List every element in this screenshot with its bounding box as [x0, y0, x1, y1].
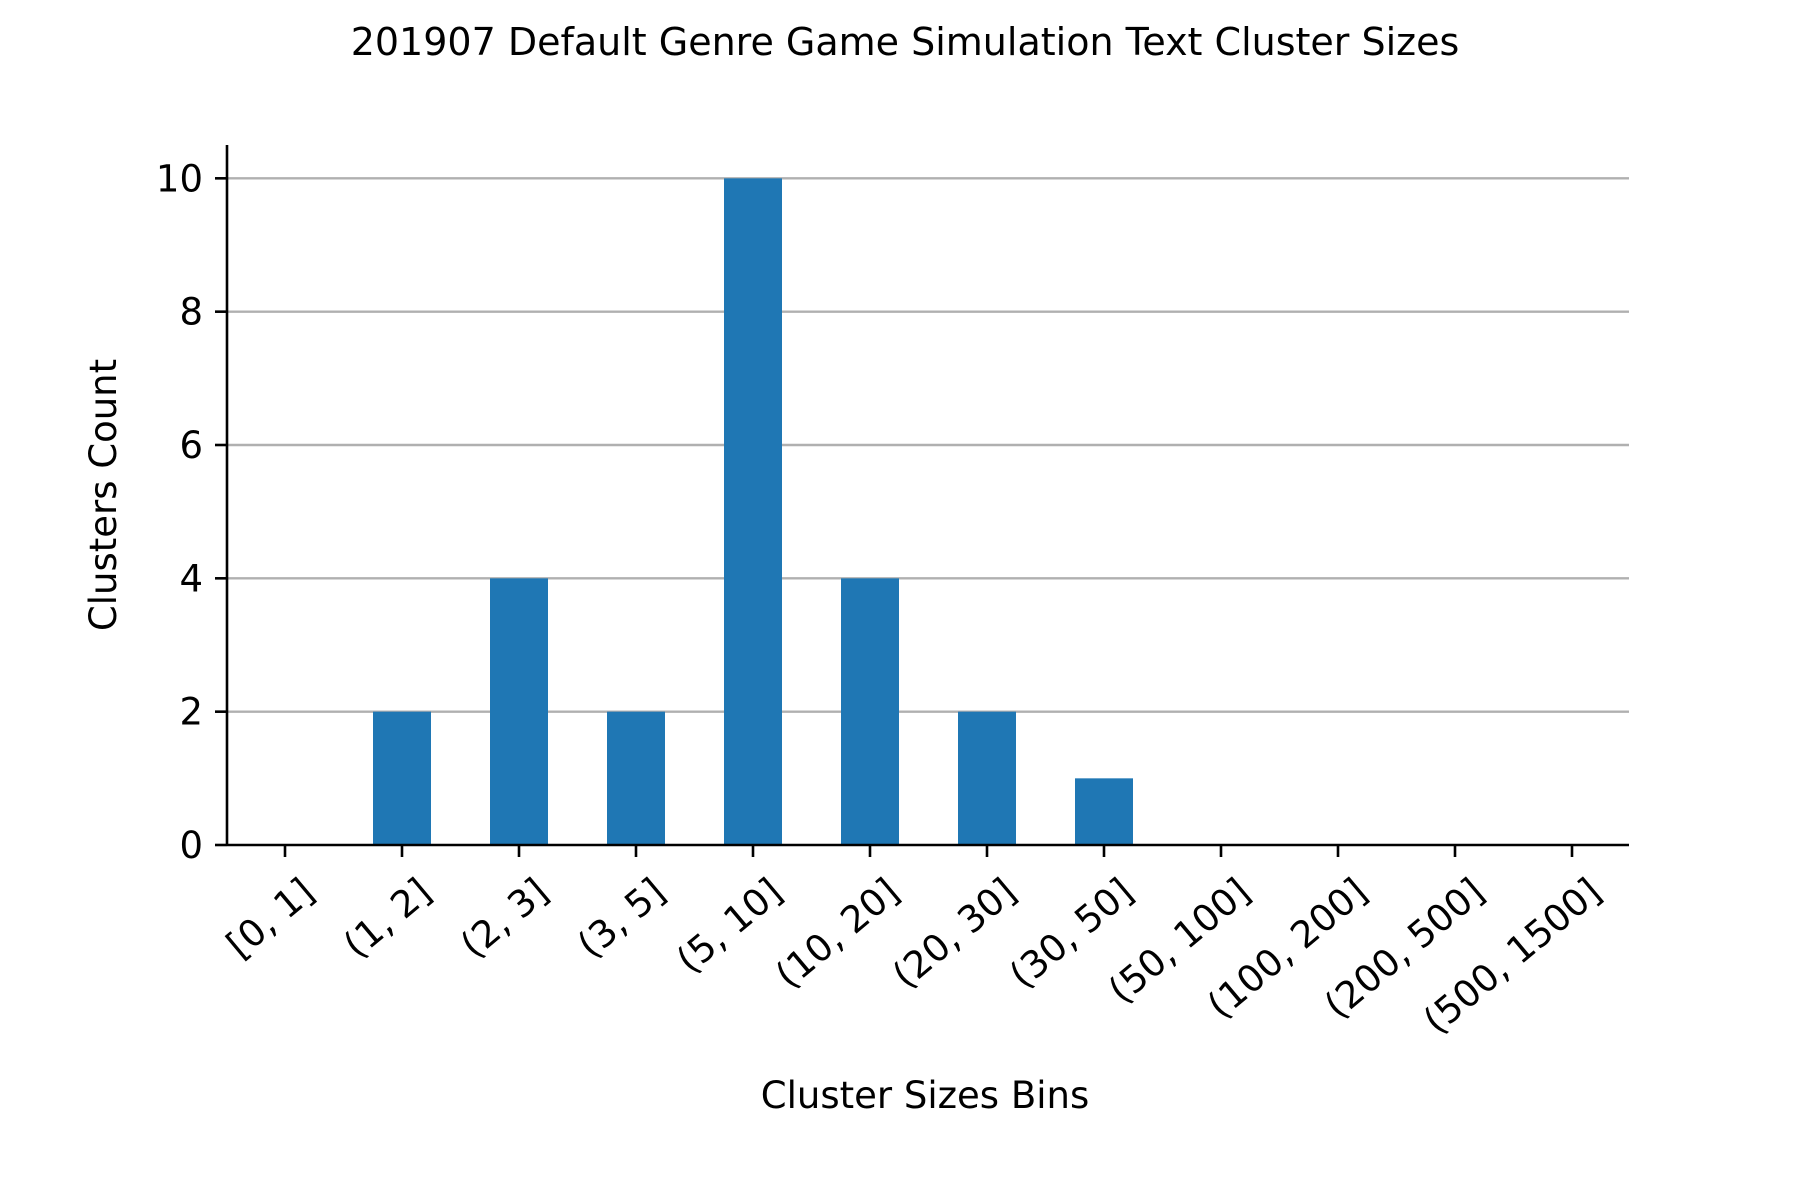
x-tick-label-3: (3, 5] — [569, 870, 673, 967]
bar-3 — [607, 711, 665, 845]
x-ticks: [0, 1] (1, 2] (2, 3] (3, 5](5, 10](10, 20](… — [218, 845, 1609, 1042]
y-tick-label-0: 0 — [179, 824, 203, 867]
y-ticks: 0 2 4 6 8 10 — [156, 157, 227, 867]
x-tick-label-0: [0, 1] — [218, 870, 322, 967]
x-axis-label: Cluster Sizes Bins — [761, 1074, 1089, 1117]
bar-6 — [958, 711, 1016, 845]
y-grid — [227, 177, 1629, 713]
x-tick-label-1: (1, 2] — [335, 870, 439, 967]
y-axis-label: Clusters Count — [82, 359, 125, 631]
bar-7 — [1075, 778, 1133, 845]
y-tick-label-6: 6 — [179, 424, 203, 467]
x-tick-label-2: (2, 3] — [452, 870, 556, 967]
y-tick-label-4: 4 — [179, 557, 203, 600]
bar-5 — [841, 578, 899, 845]
y-tick-label-8: 8 — [179, 291, 203, 334]
y-tick-label-2: 2 — [179, 691, 203, 734]
x-tick-label-5: (10, 20] — [767, 870, 907, 997]
bar-1 — [373, 711, 431, 845]
y-tick-label-10: 10 — [156, 157, 203, 200]
x-tick-label-6: (20, 30] — [884, 870, 1024, 997]
chart-title: 201907 Default Genre Game Simulation Tex… — [351, 20, 1460, 64]
bar-2 — [490, 578, 548, 845]
bar-4 — [724, 178, 782, 846]
bars — [373, 178, 1133, 846]
